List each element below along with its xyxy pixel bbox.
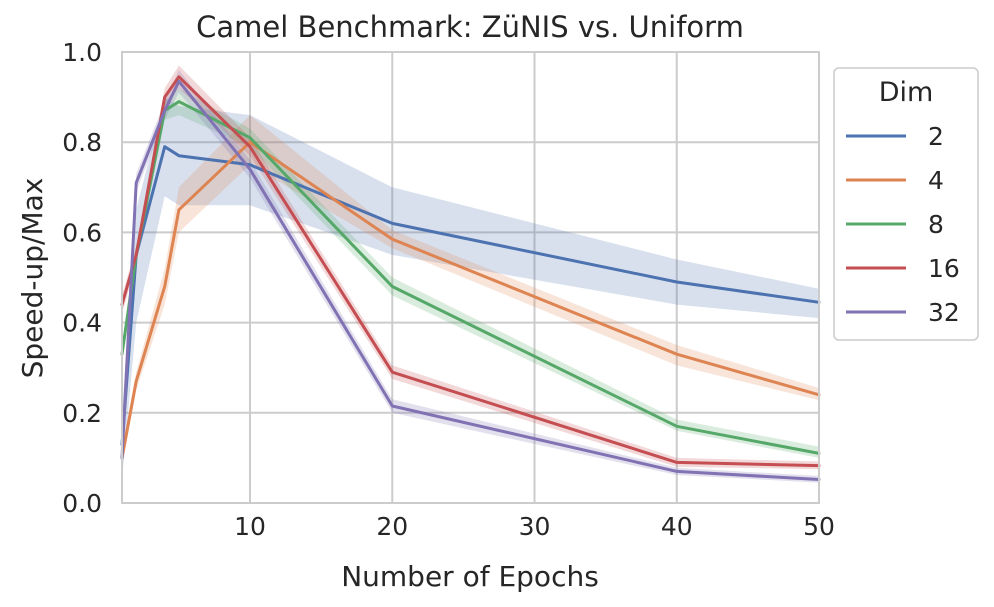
legend-label-2: 2: [928, 122, 944, 151]
plot-frame: [121, 51, 820, 504]
legend-label-32: 32: [928, 298, 960, 327]
tick-labels: 10 20 30 40 50 0.0 0.2 0.4 0.6 0.8 1.0: [62, 38, 835, 541]
legend-label-8: 8: [928, 210, 944, 239]
y-tick-label: 1.0: [62, 38, 102, 67]
legend-label-16: 16: [928, 254, 960, 283]
series-4-line: [120, 140, 821, 460]
x-axis-label: Number of Epochs: [341, 560, 599, 593]
series-lines: [120, 75, 821, 481]
legend-label-4: 4: [928, 166, 944, 195]
legend-items: 2 4 8 16 32: [846, 122, 960, 327]
y-tick-label: 0.8: [62, 128, 102, 157]
x-tick-label: 20: [376, 512, 408, 541]
series-16-line: [120, 75, 821, 468]
x-tick-label: 10: [234, 512, 266, 541]
y-axis-label: Speed-up/Max: [16, 178, 49, 379]
y-tick-label: 0.6: [62, 218, 102, 247]
y-tick-label: 0.0: [62, 489, 102, 518]
y-tick-label: 0.4: [62, 309, 102, 338]
y-tick-label: 0.2: [62, 399, 102, 428]
series-32-line: [120, 79, 821, 481]
legend: Dim 2 4 8 16 32: [833, 67, 979, 341]
legend-title: Dim: [879, 77, 934, 108]
x-tick-label: 50: [803, 512, 835, 541]
series-8-band: [122, 88, 819, 458]
x-tick-label: 40: [661, 512, 693, 541]
x-tick-label: 30: [519, 512, 551, 541]
series-2-band: [122, 97, 819, 481]
confidence-bands: [122, 65, 819, 483]
chart-title: Camel Benchmark: ZüNIS vs. Uniform: [196, 10, 744, 44]
